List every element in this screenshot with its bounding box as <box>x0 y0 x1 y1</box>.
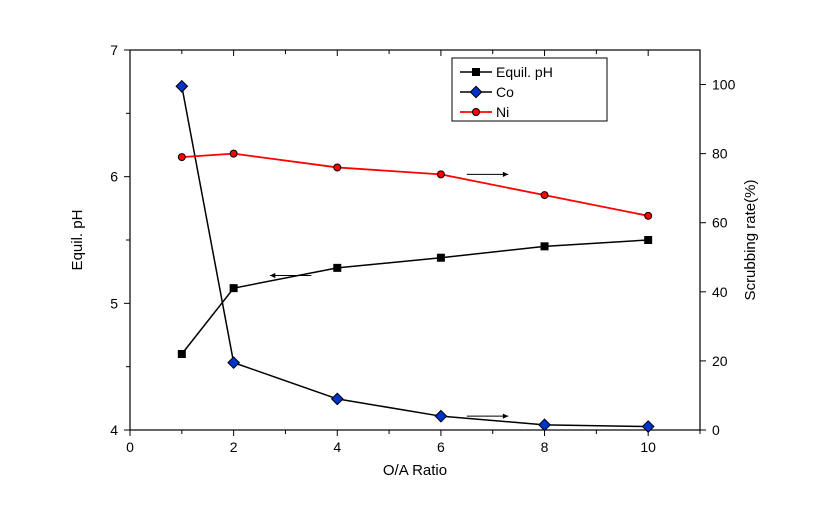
yl-tick-label: 4 <box>110 422 118 438</box>
x-tick-label: 2 <box>230 439 238 455</box>
yr-tick-label: 20 <box>712 353 728 369</box>
x-tick-label: 0 <box>126 439 134 455</box>
legend-label-equil_ph: Equil. pH <box>496 64 553 80</box>
yr-tick-label: 0 <box>712 422 720 438</box>
x-tick-label: 6 <box>437 439 445 455</box>
x-tick-label: 8 <box>541 439 549 455</box>
yr-tick-label: 60 <box>712 215 728 231</box>
yr-tick-label: 40 <box>712 284 728 300</box>
x-axis-title: O/A Ratio <box>383 462 447 479</box>
x-tick-label: 4 <box>333 439 341 455</box>
yr-tick-label: 80 <box>712 146 728 162</box>
x-tick-label: 10 <box>640 439 656 455</box>
legend-label-co: Co <box>496 84 514 100</box>
yl-tick-label: 5 <box>110 295 118 311</box>
yl-tick-label: 7 <box>110 42 118 58</box>
legend-label-ni: Ni <box>496 104 509 120</box>
yl-tick-label: 6 <box>110 169 118 185</box>
yr-axis-title: Scrubbing rate(%) <box>742 180 759 301</box>
yr-tick-label: 100 <box>712 77 736 93</box>
yl-axis-title: Equil. pH <box>69 210 86 271</box>
dual-axis-chart: 0 2 4 6 8 10 O/A Ratio 4 5 6 7 Equil. pH 0 20 40 60 80 10… <box>0 0 827 513</box>
